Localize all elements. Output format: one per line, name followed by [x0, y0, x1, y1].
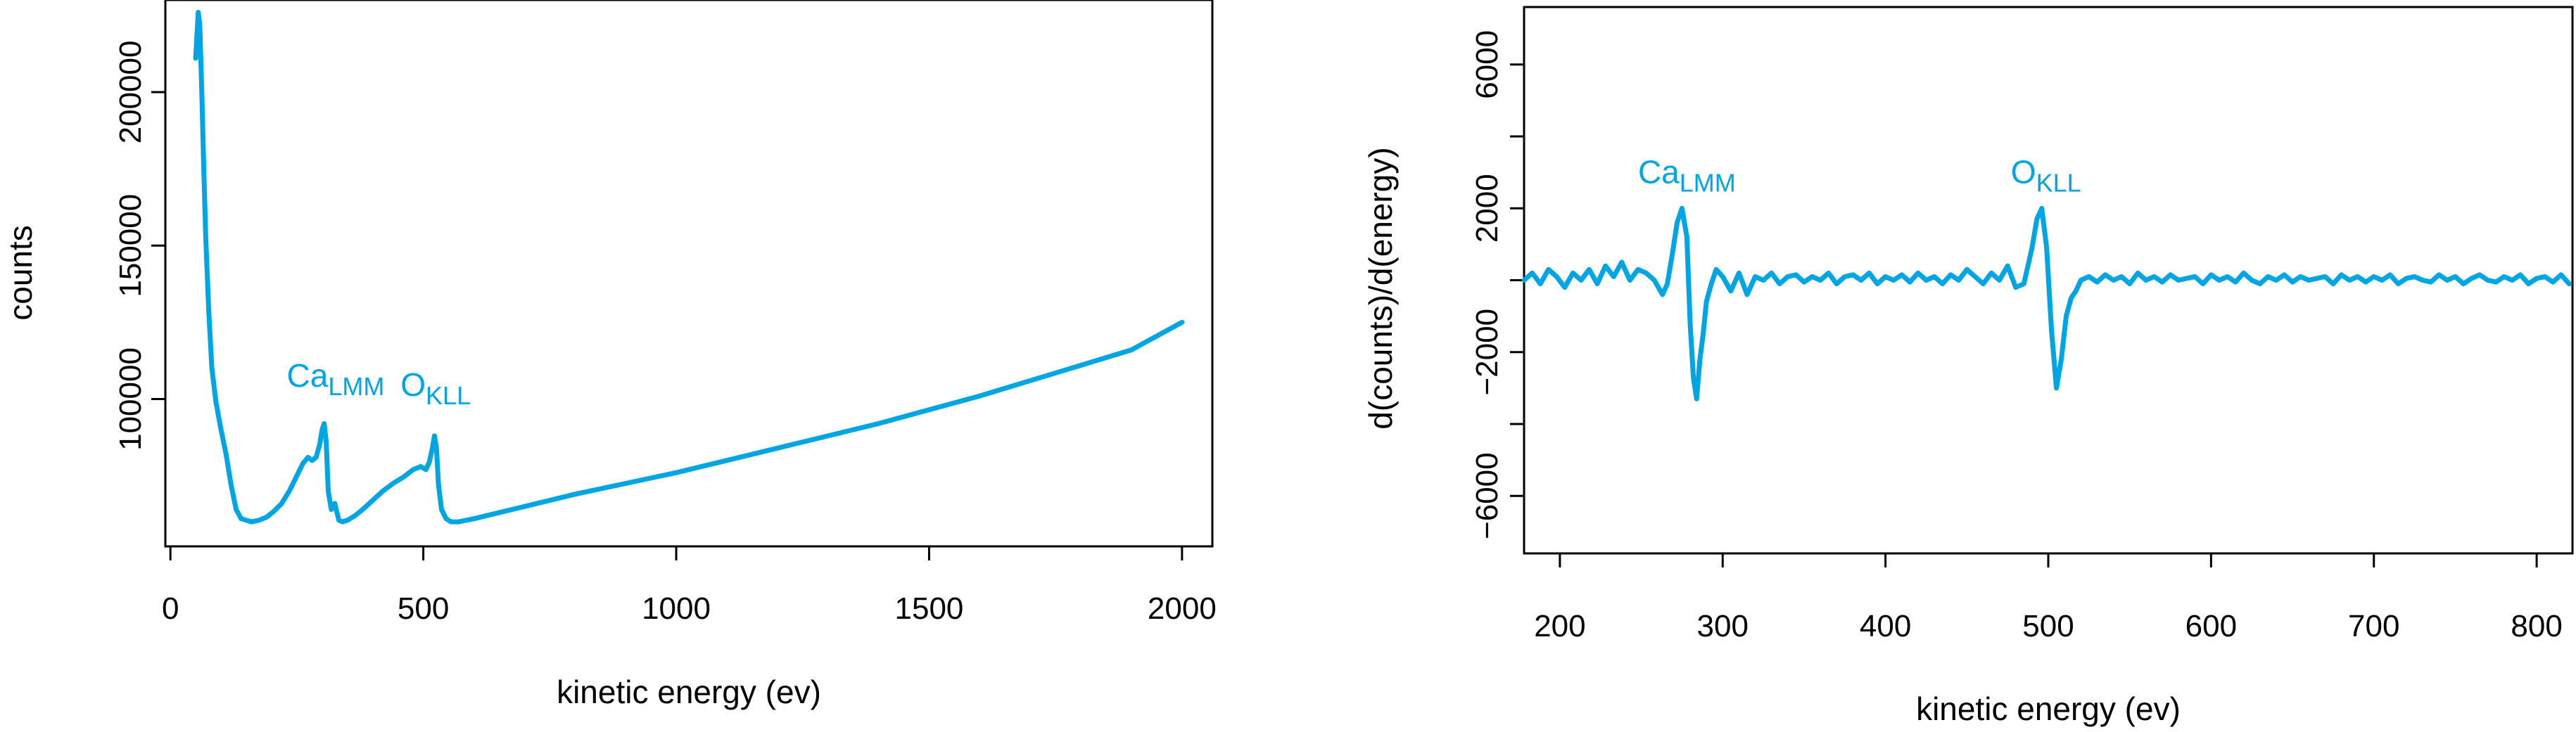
peak-annotation: CaLMM: [1638, 153, 1736, 197]
x-axis-right: 200 300 400 500 600 700 800: [1534, 553, 2563, 643]
x-tick-label: 800: [2511, 609, 2562, 643]
x-tick-label: 300: [1697, 609, 1749, 643]
series-line-derivative: [1521, 205, 2572, 402]
x-axis-title-left: kinetic energy (ev): [557, 674, 821, 710]
y-tick-label: 6000: [1470, 30, 1504, 99]
x-tick-label: 1000: [642, 591, 711, 626]
x-tick-label: 500: [398, 591, 449, 626]
y-axis-left: 100000 150000 200000: [113, 41, 165, 451]
x-axis-title-right: kinetic energy (ev): [1916, 691, 2181, 727]
y-axis-right: −6000 −2000 2000 6000: [1470, 30, 1524, 539]
y-axis-title-right: d(counts)/d(energy): [1362, 147, 1399, 429]
chart-left: 0 500 1000 1500 2000 100000 150000 200000 CaLM…: [2, 0, 1217, 710]
y-axis-title-left: counts: [2, 225, 39, 321]
x-tick-label: 500: [2022, 609, 2074, 643]
peak-annotation: OKLL: [2011, 153, 2081, 197]
x-tick-label: 700: [2348, 609, 2399, 643]
y-tick-label: −6000: [1470, 452, 1504, 539]
x-tick-label: 2000: [1148, 591, 1217, 626]
plot-frame-left: [164, 0, 1214, 548]
x-tick-label: 600: [2185, 609, 2237, 643]
peak-annotation: CaLMM: [287, 357, 385, 401]
x-tick-label: 200: [1534, 609, 1585, 643]
x-tick-label: 1500: [895, 591, 964, 626]
series-line-counts: [193, 10, 1185, 525]
x-tick-label: 0: [162, 591, 179, 626]
annotations-left: CaLMM OKLL: [287, 357, 471, 410]
y-tick-label: 100000: [113, 347, 148, 451]
y-tick-label: 150000: [113, 194, 148, 297]
chart-right: 200 300 400 500 600 700 800 −6000 −2000 2000 6000…: [1362, 6, 2574, 727]
annotations-right: CaLMM OKLL: [1638, 153, 2081, 197]
x-axis-left: 0 500 1000 1500 2000: [162, 546, 1217, 626]
x-tick-label: 400: [1860, 609, 1911, 643]
y-tick-label: 200000: [113, 41, 148, 144]
y-tick-label: 2000: [1470, 174, 1504, 243]
y-tick-label: −2000: [1470, 309, 1504, 396]
peak-annotation: OKLL: [400, 366, 471, 410]
